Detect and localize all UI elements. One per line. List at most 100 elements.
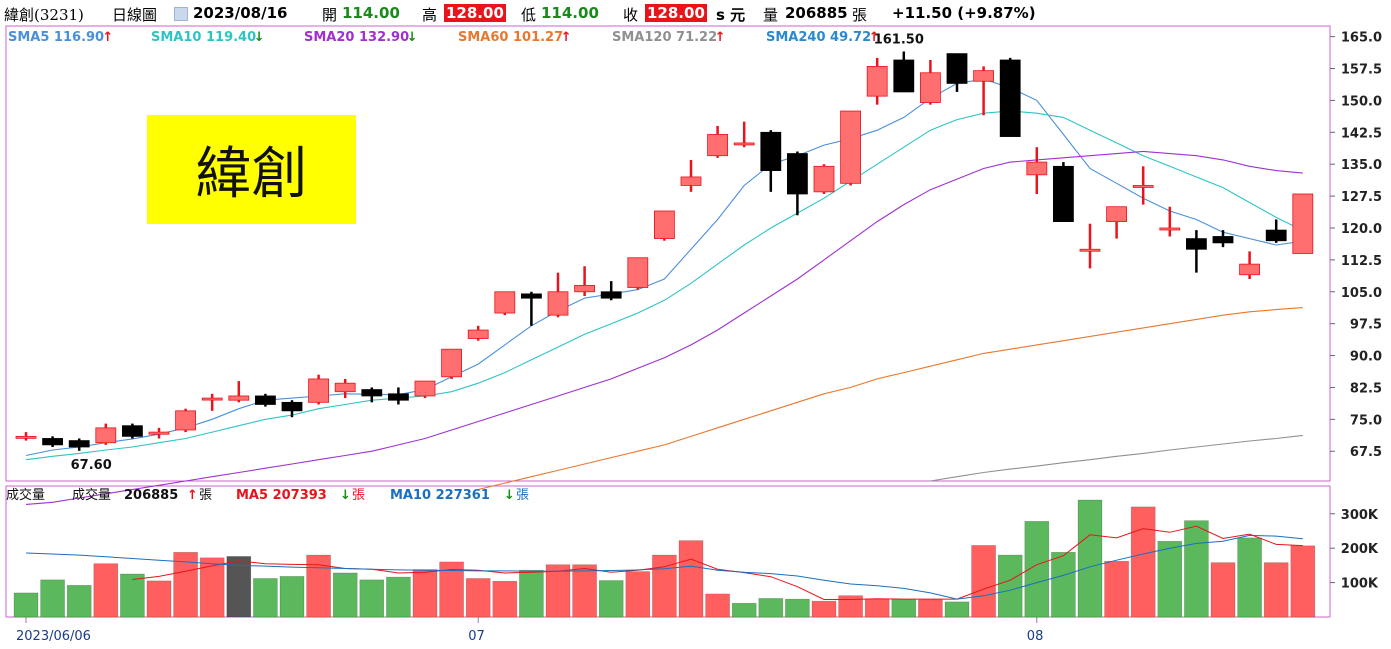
candle — [175, 408, 197, 433]
x-tick-label: 07 — [468, 629, 485, 644]
open-value: 114.00 — [342, 4, 400, 22]
candle-body — [893, 59, 915, 93]
candle — [122, 423, 143, 439]
candle-body — [308, 378, 330, 403]
legend-sma120: SMA120 71.22 — [612, 30, 717, 45]
candle — [148, 427, 170, 439]
candle — [1159, 206, 1181, 237]
volume-bar — [652, 554, 677, 618]
candle-body — [1026, 161, 1048, 176]
volume-ma-line-ma5 — [132, 525, 1303, 600]
candle-body — [1186, 238, 1207, 250]
volume-bar — [545, 564, 571, 618]
price-annotation: 67.60 — [71, 458, 112, 473]
candle-body — [361, 389, 383, 397]
volume-bar — [1077, 499, 1103, 618]
candle-body — [387, 393, 409, 401]
arrow-up-icon: ↑ — [561, 30, 572, 45]
price-change: +11.50 (+9.87%) — [892, 4, 1036, 22]
volume-bar — [1263, 562, 1289, 618]
candle — [1186, 230, 1207, 273]
high-value: 128.00 — [444, 4, 506, 22]
candle-body — [1132, 185, 1154, 188]
volume-bar — [253, 578, 278, 618]
volume-bar — [598, 580, 624, 618]
candle — [1132, 166, 1154, 205]
candle-body — [547, 291, 569, 316]
volume-bar — [944, 601, 970, 618]
price-tick-label: 142.5 — [1341, 126, 1382, 141]
volume-bar — [1130, 506, 1156, 618]
volume-ma-line-ma10 — [25, 534, 1303, 600]
volume-value: 206885 — [785, 4, 848, 22]
candle — [1026, 147, 1048, 194]
price-tick-label: 105.0 — [1341, 286, 1382, 301]
volume-bar — [731, 602, 757, 618]
candle — [1212, 230, 1234, 248]
volume-tick-label: 100K — [1341, 577, 1379, 592]
candle — [414, 380, 436, 399]
candle — [467, 325, 489, 341]
candle-body — [175, 410, 197, 431]
volume-tick-label: 300K — [1341, 508, 1379, 523]
volume-bar — [1210, 562, 1236, 618]
volume-bar — [173, 552, 198, 618]
arrow-up-icon: ↑ — [102, 30, 113, 45]
volume-bar — [146, 580, 172, 618]
volume-bar — [758, 598, 784, 618]
candle-body — [334, 382, 356, 393]
price-tick-label: 82.5 — [1350, 381, 1382, 396]
high-label: 高 — [422, 6, 438, 24]
price-tick-label: 112.5 — [1341, 254, 1382, 269]
arrow-down-icon: ↓ — [504, 488, 515, 503]
candle-body — [840, 110, 861, 184]
price-tick-label: 165.0 — [1341, 31, 1382, 46]
volume-legend-value: 206885 — [124, 488, 178, 503]
candle-body — [1265, 229, 1287, 242]
candle-body — [254, 395, 276, 405]
volume-bar — [226, 556, 252, 618]
legend-sma20: SMA20 132.90 — [304, 30, 409, 45]
candle — [441, 348, 463, 379]
candle-body — [1239, 263, 1260, 276]
candle — [680, 159, 702, 192]
price-tick-label: 67.5 — [1350, 445, 1382, 460]
candle — [920, 60, 941, 105]
candle-body — [627, 257, 649, 288]
candle — [813, 164, 835, 194]
candle — [866, 57, 888, 105]
volume-bar — [625, 571, 651, 618]
candle — [68, 438, 90, 451]
volume-bar — [519, 569, 544, 618]
close-label: 收 — [623, 6, 639, 24]
volume-bar — [1157, 540, 1183, 618]
volume-legend-label: 成交量 — [72, 487, 111, 503]
volume-bar — [572, 564, 597, 618]
volume-bar — [359, 579, 385, 618]
volume-bar — [1290, 545, 1316, 618]
open-label: 開 — [322, 6, 338, 24]
volume-legend-ma5-unit: 張 — [352, 488, 365, 503]
price-annotation: 161.50 — [874, 33, 924, 48]
volume-bar — [386, 576, 411, 618]
candle — [494, 291, 516, 316]
candle-body — [494, 291, 516, 314]
volume-bar — [120, 573, 145, 618]
candle-body — [920, 72, 941, 103]
price-tick-label: 75.0 — [1350, 413, 1382, 428]
volume-legend-ma5: MA5 207393 — [236, 488, 327, 503]
candle — [733, 121, 755, 148]
volume-legend-ma10: MA10 227361 — [390, 488, 490, 503]
candle — [521, 291, 542, 326]
volume-bar — [279, 576, 305, 618]
candle-body — [1106, 206, 1127, 223]
candle-body — [521, 293, 542, 299]
candle — [1239, 251, 1260, 280]
dropdown-icon[interactable] — [174, 7, 188, 21]
volume-bar — [1104, 560, 1129, 618]
candle — [42, 436, 63, 447]
candle — [361, 387, 383, 403]
volume-tick-label: 200K — [1341, 542, 1379, 557]
candle-body — [122, 425, 143, 437]
